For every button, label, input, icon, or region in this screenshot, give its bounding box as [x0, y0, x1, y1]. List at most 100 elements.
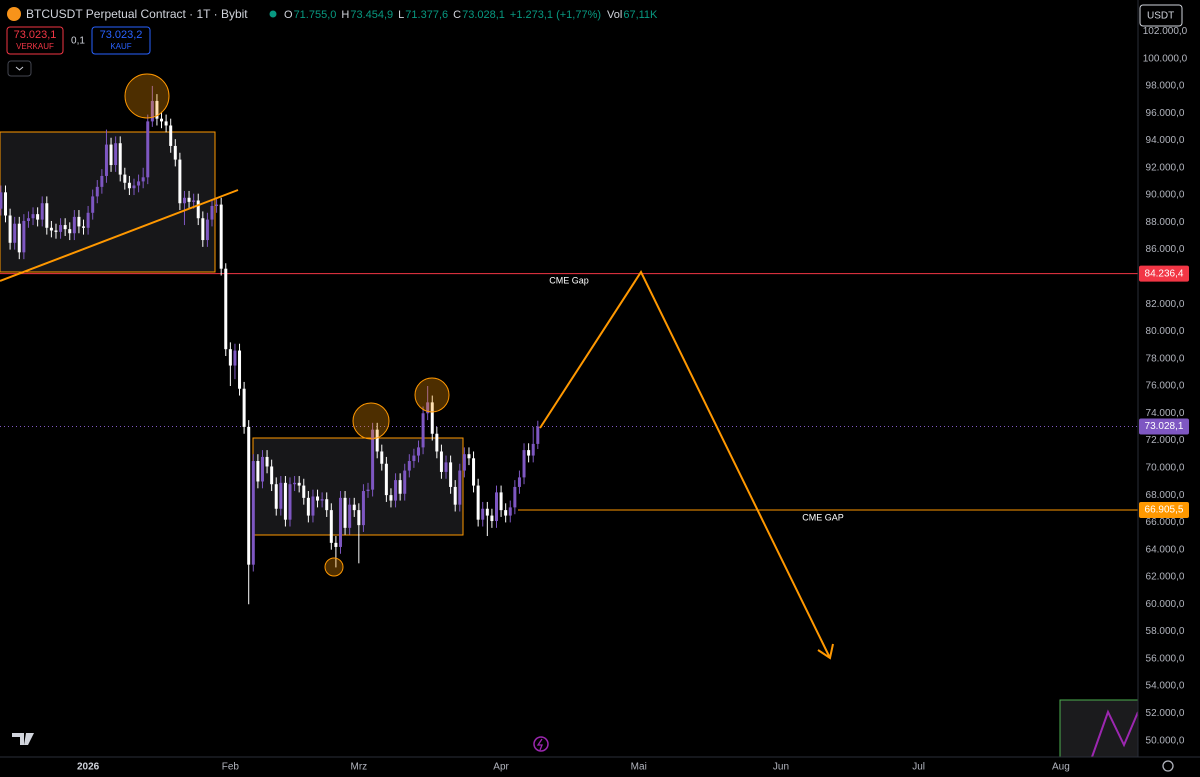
candle-body [274, 484, 278, 509]
candle-body [146, 121, 150, 178]
candle-body [45, 203, 49, 228]
y-tick-label: 70.000,0 [1146, 462, 1185, 473]
chevron [15, 66, 24, 71]
candle-body [311, 496, 315, 516]
candle-body [68, 229, 72, 234]
price-label-box [1139, 418, 1189, 435]
y-tick-label: 64.000,0 [1146, 544, 1185, 555]
lightning-glyph [536, 738, 543, 751]
currency: USDT [1147, 11, 1174, 22]
candle-body [394, 480, 398, 501]
y-tick-label: 98.000,0 [1146, 81, 1185, 92]
candle-body [77, 216, 81, 227]
candle-body [0, 192, 3, 209]
projection-path [539, 269, 831, 659]
highlight-circle [414, 377, 450, 413]
highlight-circle [324, 557, 344, 577]
y-tick-label: 80.000,0 [1146, 326, 1185, 337]
candle-body [187, 197, 191, 202]
candle-body [205, 219, 209, 241]
currency-select[interactable] [1139, 4, 1183, 27]
candle-body [398, 480, 402, 494]
candle-body [279, 482, 283, 509]
ohlc-value: 73.028,1 [462, 9, 505, 21]
candle-body [449, 462, 453, 487]
volume: 67,11K [623, 9, 658, 21]
candle-body [26, 218, 30, 221]
candle-body [22, 220, 26, 253]
candle-body [527, 450, 531, 456]
candle-body [490, 515, 494, 522]
candle-body [522, 450, 526, 478]
candle-body [13, 223, 17, 243]
candle-body [72, 216, 76, 234]
buy-button[interactable] [91, 26, 151, 55]
y-tick-label: 50.000,0 [1146, 735, 1185, 746]
candle-body [49, 227, 53, 231]
y-tick-label: 86.000,0 [1146, 244, 1185, 255]
x-axis: 2026 Feb Mrz Apr Mai Jun Jul Aug [77, 762, 1070, 773]
candle-body [499, 492, 503, 511]
x-tick-label: Mrz [351, 762, 368, 773]
candle-body [233, 350, 237, 366]
ohlc-label: L [398, 9, 404, 21]
candle-body [251, 461, 255, 565]
candle-body [40, 203, 44, 220]
coin-icon [7, 7, 21, 21]
candle-body [403, 470, 407, 494]
candle-body [169, 125, 173, 146]
price-label-box [1139, 265, 1189, 282]
y-tick-label: 74.000,0 [1146, 408, 1185, 419]
candle-body [54, 230, 58, 232]
candle-body [293, 482, 297, 485]
y-tick-label: 60.000,0 [1146, 599, 1185, 610]
candle-body [95, 186, 99, 197]
logo [12, 733, 34, 745]
y-tick-label: 82.000,0 [1146, 299, 1185, 310]
y-tick-label: 88.000,0 [1146, 217, 1185, 228]
candle-body [426, 402, 430, 414]
candle-body [325, 499, 329, 511]
ohlc: O 71.755,0 H 73.454,9 L 71.377,6 C 73.028,1 +1.2… [284, 9, 658, 21]
candle-body [485, 508, 489, 516]
y-tick-label: 58.000,0 [1146, 626, 1185, 637]
ohlc-label: H [341, 9, 349, 21]
ohlc-value: 71.377,6 [405, 9, 448, 21]
ohlc-label: O [284, 9, 293, 21]
spread: 0,1 [71, 36, 85, 47]
candle-body [192, 200, 196, 202]
change: +1.273,1 (+1,77%) [510, 9, 601, 21]
candle-body [242, 388, 246, 427]
candle-body [316, 496, 320, 501]
settings-button[interactable] [1162, 760, 1174, 772]
candle-body [536, 426, 540, 444]
y-tick-label: 66.000,0 [1146, 517, 1185, 528]
candle-body [132, 185, 136, 189]
candle-body [467, 454, 471, 459]
candle-body [150, 100, 154, 122]
candle-body [260, 456, 264, 482]
x-tick-label: Jun [773, 762, 789, 773]
candle-body [439, 451, 443, 472]
sell-label: VERKAUF [16, 42, 54, 51]
y-tick-label: 92.000,0 [1146, 162, 1185, 173]
candle-body [389, 495, 393, 501]
candle-body [380, 451, 384, 464]
candle-body [306, 497, 310, 516]
x-tick-label: Mai [631, 762, 647, 773]
y-tick-label: 52.000,0 [1146, 708, 1185, 719]
candle-body [59, 225, 63, 232]
candle-body [421, 413, 425, 448]
candle-body [238, 350, 242, 389]
candle-body [8, 215, 12, 243]
sell-button[interactable] [6, 26, 64, 55]
status-dot [269, 10, 277, 18]
lightning-icon[interactable] [533, 736, 549, 752]
highlight-circle [352, 402, 390, 440]
trend-line [0, 189, 239, 282]
collapse-button[interactable] [7, 60, 32, 77]
candle-body [444, 462, 448, 472]
x-tick-label: Apr [493, 762, 509, 773]
